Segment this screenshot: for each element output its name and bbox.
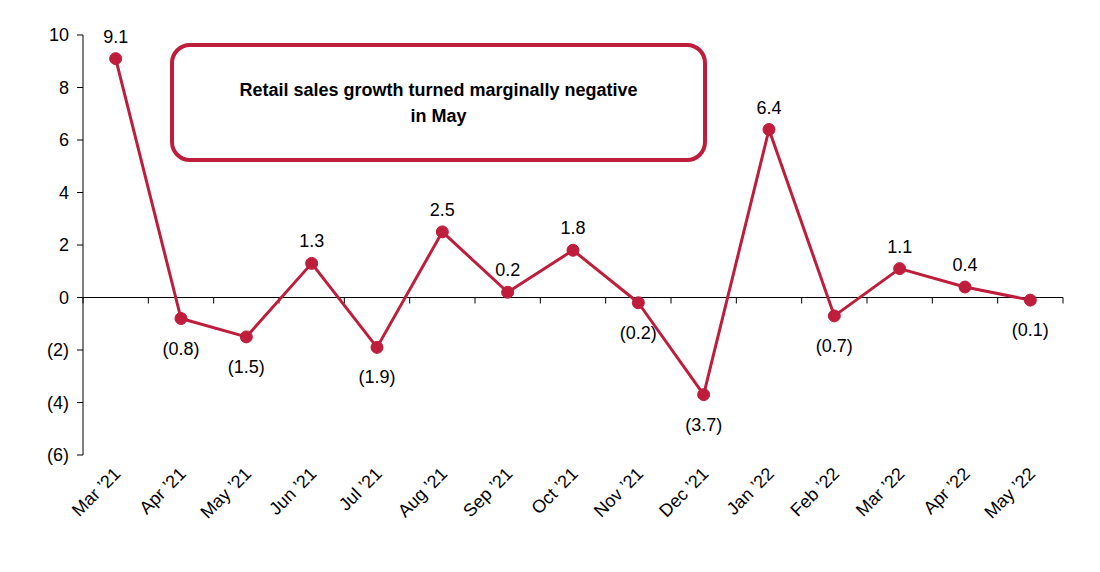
x-tick (409, 298, 410, 304)
annotation-line: in May (410, 106, 466, 126)
x-axis (83, 297, 1063, 298)
x-tick-label: Jun ’21 (265, 464, 320, 519)
marker (110, 53, 122, 65)
marker (698, 389, 710, 401)
data-label: (0.2) (620, 323, 657, 343)
x-tick-label: Jan ’22 (723, 464, 778, 519)
x-tick (671, 298, 672, 304)
x-tick (540, 298, 541, 304)
data-label: 2.5 (430, 200, 455, 220)
data-label: (3.7) (685, 415, 722, 435)
data-label: (0.8) (162, 339, 199, 359)
y-tick-label: 10 (49, 25, 69, 45)
data-label: (1.9) (358, 367, 395, 387)
x-tick (475, 298, 476, 304)
x-tick-label: Mar ’22 (852, 464, 909, 521)
x-tick (83, 298, 84, 304)
x-tick-label: May ’21 (196, 464, 255, 523)
x-tick-label: Sep ’21 (459, 464, 516, 521)
x-tick-label: Aug ’21 (394, 464, 451, 521)
y-tick-label: (4) (47, 393, 69, 413)
marker (1024, 294, 1036, 306)
data-label: (0.1) (1012, 320, 1049, 340)
x-tick (1063, 298, 1064, 304)
y-tick (77, 35, 83, 36)
y-tick-label: 2 (59, 235, 69, 255)
data-label: 9.1 (103, 27, 128, 47)
marker (306, 257, 318, 269)
x-tick-label: Oct ’21 (527, 464, 581, 518)
x-tick-label: Feb ’22 (787, 464, 844, 521)
x-tick (801, 298, 802, 304)
x-tick-label: Apr ’22 (919, 464, 973, 518)
y-tick-label: 8 (59, 78, 69, 98)
x-tick-label: Nov ’21 (590, 464, 647, 521)
data-label: (0.7) (816, 336, 853, 356)
x-tick (213, 298, 214, 304)
marker (828, 310, 840, 322)
data-label: (1.5) (228, 357, 265, 377)
marker (959, 281, 971, 293)
y-tick-label: 0 (59, 288, 69, 308)
x-tick (932, 298, 933, 304)
y-tick-label: 4 (59, 183, 69, 203)
y-tick-label: (2) (47, 340, 69, 360)
marker (371, 341, 383, 353)
data-label: 1.3 (299, 231, 324, 251)
chart: (6) (4) (2) 0 2 4 6 8 10 Mar ’21Apr ’21May ’21Jun… (0, 0, 1100, 572)
x-tick (997, 298, 998, 304)
y-tick (77, 87, 83, 88)
data-label: 1.1 (887, 237, 912, 257)
marker (894, 263, 906, 275)
y-tick (77, 192, 83, 193)
x-tick (736, 298, 737, 304)
y-tick (77, 402, 83, 403)
annotation-line: Retail sales growth turned marginally ne… (239, 80, 637, 100)
data-label: 6.4 (756, 98, 781, 118)
data-label: 0.2 (495, 260, 520, 280)
marker (567, 244, 579, 256)
data-label: 1.8 (560, 218, 585, 238)
data-label: 0.4 (952, 255, 977, 275)
x-tick-label: May ’22 (980, 464, 1039, 523)
y-tick-label: (6) (47, 445, 69, 465)
annotation: Retail sales growth turned marginally ne… (239, 80, 637, 126)
y-tick (77, 350, 83, 351)
y-tick-label: 6 (59, 130, 69, 150)
y-tick (77, 297, 83, 298)
marker (502, 286, 514, 298)
x-tick-label: Apr ’21 (135, 464, 189, 518)
marker (632, 297, 644, 309)
y-tick (77, 245, 83, 246)
x-tick (148, 298, 149, 304)
x-tick (867, 298, 868, 304)
x-tick-label: Mar ’21 (68, 464, 125, 521)
marker (436, 226, 448, 238)
annotation-box (172, 45, 705, 160)
marker (240, 331, 252, 343)
y-tick (77, 455, 83, 456)
marker (175, 313, 187, 325)
y-tick (77, 140, 83, 141)
x-tick-label: Dec ’21 (655, 464, 712, 521)
x-tick-label: Jul ’21 (335, 464, 386, 515)
x-tick (605, 298, 606, 304)
marker (763, 124, 775, 136)
